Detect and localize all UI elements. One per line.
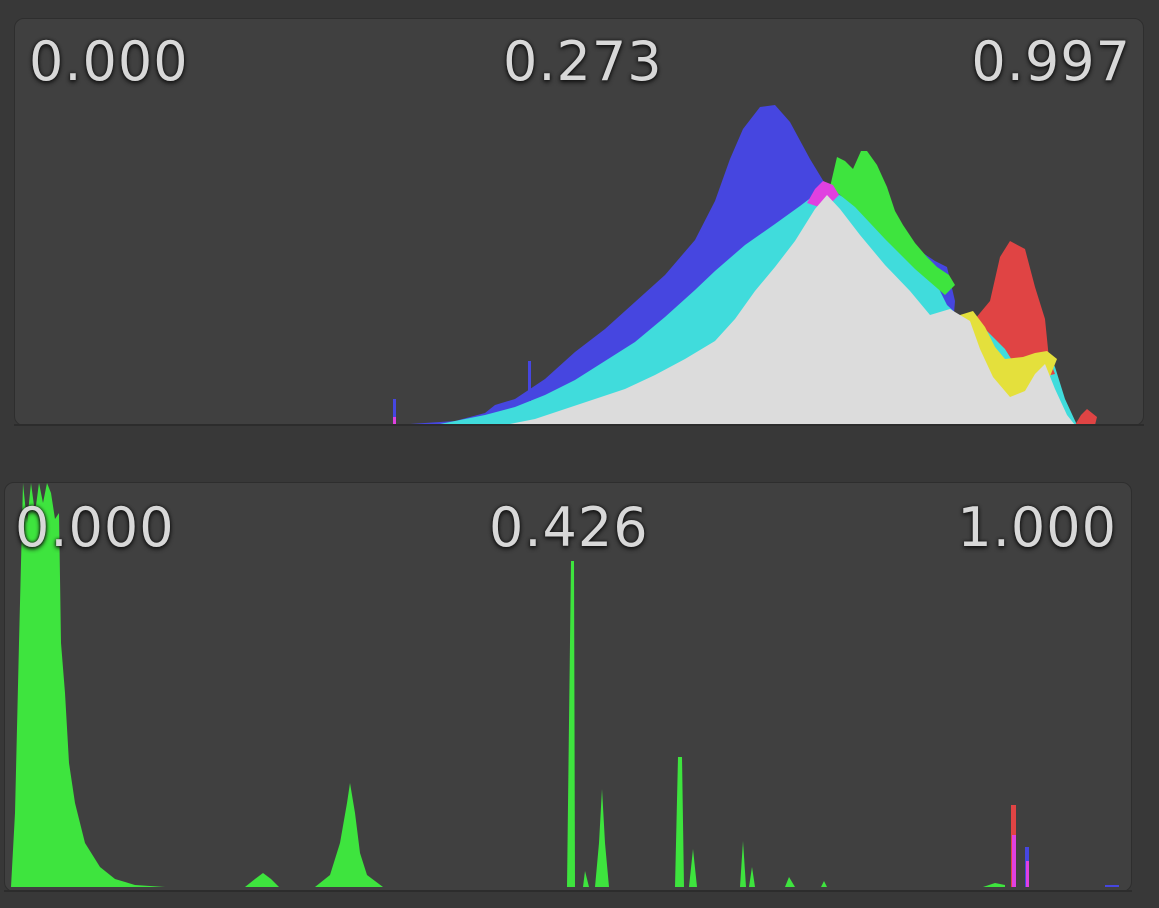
histogram-bottom-max-label: 1.000 bbox=[957, 496, 1117, 559]
histogram-top-spike-magenta bbox=[393, 417, 396, 425]
histogram-top-plot bbox=[393, 105, 1097, 425]
histogram-bottom-green-spike-6 bbox=[740, 841, 746, 887]
histogram-bottom-min-label: 0.000 bbox=[15, 496, 175, 559]
histogram-top-spike-blue bbox=[393, 399, 396, 425]
histogram-bottom-green-spike-8 bbox=[785, 877, 795, 887]
histogram-bottom-green-tail bbox=[983, 883, 1005, 887]
histogram-top-max-label: 0.997 bbox=[971, 30, 1131, 93]
histogram-bottom-blue-tail bbox=[1105, 885, 1119, 887]
histogram-bottom-green-spike-4 bbox=[675, 757, 684, 887]
histogram-bottom-plot bbox=[11, 483, 1119, 887]
histogram-bottom-panel[interactable]: 0.000 0.426 1.000 bbox=[4, 482, 1132, 892]
histogram-top-min-label: 0.000 bbox=[29, 30, 189, 93]
histogram-bottom-green-main bbox=[11, 483, 165, 887]
histogram-bottom-green-spike-3 bbox=[583, 871, 589, 887]
histogram-bottom-magenta-spike-2 bbox=[1026, 861, 1029, 887]
histogram-top-green-area bbox=[830, 151, 955, 295]
histogram-bottom-green-spike-1 bbox=[567, 561, 575, 887]
histogram-bottom-green-bump-2 bbox=[315, 783, 383, 887]
histogram-top-panel[interactable]: 0.000 0.273 0.997 bbox=[14, 18, 1144, 426]
histogram-bottom-baseline bbox=[4, 890, 1132, 892]
histogram-top-red-tail bbox=[1075, 409, 1097, 425]
histogram-bottom-green-spike-7 bbox=[749, 867, 755, 887]
histogram-bottom-green-spike-5 bbox=[689, 849, 697, 887]
histogram-top-white-area bbox=[505, 195, 1075, 425]
histogram-top-mid-label: 0.273 bbox=[503, 30, 663, 93]
histogram-bottom-green-spike-9 bbox=[821, 881, 827, 887]
histogram-bottom-mid-label: 0.426 bbox=[489, 496, 649, 559]
histogram-bottom-green-bump-1 bbox=[245, 873, 279, 887]
histogram-top-baseline bbox=[14, 424, 1144, 426]
histogram-bottom-magenta-spike bbox=[1012, 835, 1016, 887]
histogram-top-yellow-area bbox=[960, 311, 1057, 399]
histogram-top-spike-blue-2 bbox=[528, 361, 531, 401]
histogram-bottom-green-spike-2 bbox=[595, 789, 609, 887]
histogram-top-red-area bbox=[975, 241, 1055, 381]
